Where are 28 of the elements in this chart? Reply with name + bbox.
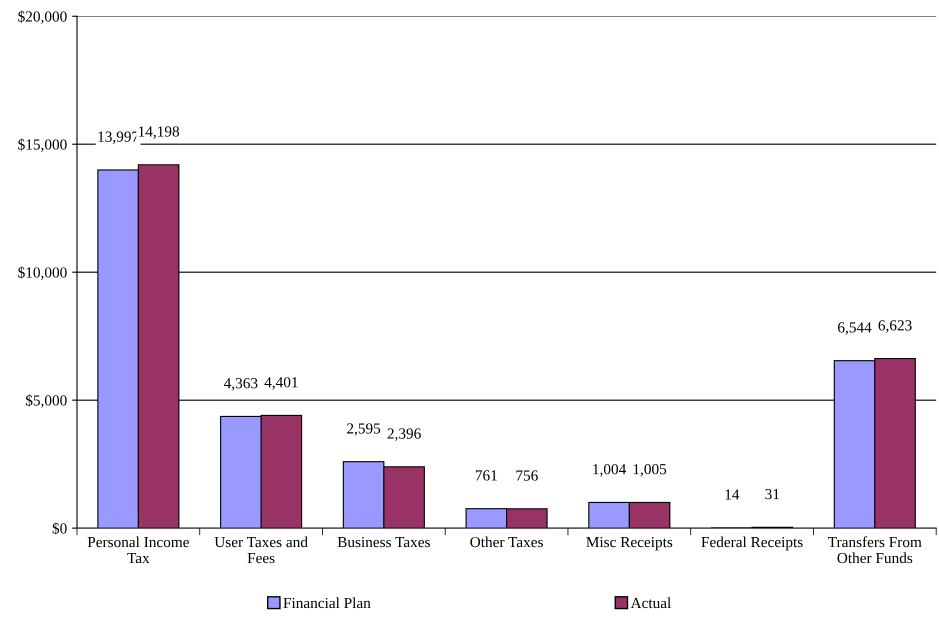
data-label: 13,997 [98,132,139,144]
data-label: 6,623 [878,320,912,333]
y-tick-label: $5,000 [26,394,67,408]
x-tick-label: Other Taxes [470,536,543,548]
x-tick-label: Business Taxes [338,536,430,548]
x-tick-label: Misc Receipts [586,536,672,550]
x-tick-label: Transfers From Other Funds [828,536,922,564]
legend-label: Actual [630,597,671,608]
data-label: 761 [476,470,497,481]
data-label: 4,401 [264,377,298,390]
data-label: 4,363 [224,378,258,391]
data-label: 2,396 [388,428,421,441]
data-label: 1,005 [634,464,666,476]
x-tick-label: Personal Income Tax [88,536,189,564]
y-tick-label: $0 [52,522,67,535]
data-label: 2,595 [347,423,380,436]
x-tick-label: User Taxes and Fees [214,536,308,564]
x-tick-label: Federal Receipts [701,536,803,550]
data-label: 6,544 [838,322,872,335]
legend-label: Financial Plan [283,597,371,608]
y-tick-label: $20,000 [18,10,67,24]
data-label: 756 [516,470,538,481]
data-label: 31 [765,488,780,500]
data-label: 1,004 [593,464,626,477]
y-tick-label: $10,000 [18,266,67,280]
y-tick-label: $15,000 [18,138,67,152]
data-label: 14 [726,489,740,500]
data-label: 14,198 [138,126,180,139]
